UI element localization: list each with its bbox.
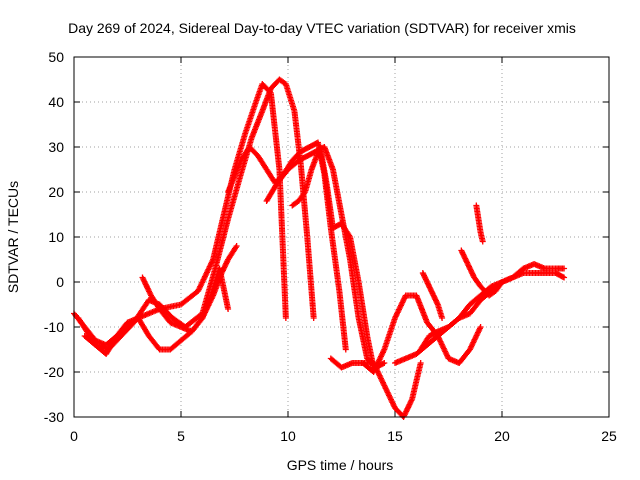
data-point: [301, 190, 308, 197]
x-tick-label: 5: [177, 428, 185, 444]
series-track-8: [327, 355, 424, 420]
data-point: [561, 265, 568, 272]
data-point: [561, 274, 568, 281]
data-point: [417, 360, 424, 366]
x-tick-label: 0: [70, 428, 78, 444]
x-tick-label: 15: [387, 428, 403, 444]
data-point: [498, 280, 505, 287]
x-tick-label: 10: [280, 428, 296, 444]
y-tick-label: 20: [48, 184, 64, 200]
series-track-12: [458, 247, 505, 299]
y-tick-label: -10: [44, 319, 64, 335]
x-tick-label: 20: [494, 428, 510, 444]
data-point: [381, 360, 388, 366]
grid: [74, 57, 609, 417]
series-track-10: [392, 261, 568, 366]
x-axis-label: GPS time / hours: [287, 457, 394, 473]
chart-title: Day 269 of 2024, Sidereal Day-to-day VTE…: [68, 20, 576, 36]
series-track-13: [473, 202, 486, 245]
y-tick-label: 0: [56, 274, 64, 290]
data-point: [282, 315, 289, 321]
x-tick-label: 25: [601, 428, 617, 444]
data-points: [71, 76, 568, 420]
series-track-14: [419, 270, 446, 321]
y-tick-label: 30: [48, 139, 64, 155]
data-point: [342, 346, 349, 353]
y-tick-label: 50: [48, 49, 64, 65]
data-point: [477, 324, 484, 330]
data-point: [439, 315, 446, 321]
data-point: [479, 238, 486, 245]
y-axis-label: SDTVAR / TECUs: [5, 181, 21, 293]
y-tick-label: -30: [44, 409, 64, 425]
plot-frame: [73, 56, 610, 418]
data-point: [310, 315, 317, 321]
axis-ticks: 0 5 10 15 20 25 -30 -20 -10 0 10 20 30 40 50: [44, 49, 617, 444]
data-point: [233, 243, 240, 249]
y-tick-label: 40: [48, 94, 64, 110]
y-tick-label: -20: [44, 364, 64, 380]
y-tick-label: 10: [48, 229, 64, 245]
series-track-4: [139, 265, 232, 335]
data-point: [499, 279, 505, 285]
data-point: [225, 306, 232, 312]
